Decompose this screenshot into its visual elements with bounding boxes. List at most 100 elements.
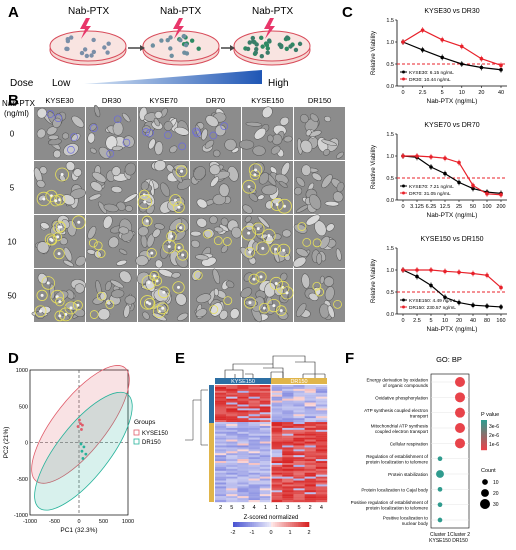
cell-shape (124, 162, 137, 176)
cell-shape (52, 117, 62, 128)
heatmap-cell (271, 443, 283, 446)
dr150-confidence-ellipse (34, 391, 133, 511)
cell-dot (183, 42, 189, 48)
dividing-cell-outline (67, 145, 75, 154)
cell-shape (88, 193, 102, 201)
microscopy-image (34, 215, 86, 268)
chart-title: GO: BP (436, 355, 462, 364)
heatmap-cell (304, 453, 316, 456)
cell-shape (110, 186, 123, 193)
heatmap-cell (271, 463, 283, 466)
cell-shape (324, 115, 332, 122)
heatmap-cell (226, 476, 238, 479)
cell-shape (301, 273, 310, 289)
cell-shape (316, 252, 323, 265)
go-term-label: Positive localization to (383, 515, 429, 520)
heatmap-cell (293, 408, 305, 411)
microscopy-image (190, 107, 241, 160)
heatmap-cell (226, 455, 238, 458)
cell-shape (323, 276, 335, 287)
cell-shape (209, 215, 218, 225)
heatmap-cell (248, 416, 260, 419)
heatmap-cell (315, 447, 328, 450)
heatmap-cell (304, 386, 316, 390)
x-tick-label: 25 (456, 204, 462, 210)
sample-point (76, 425, 80, 428)
go-term-label: protein localization to telomere (366, 505, 429, 510)
cell-dot (284, 46, 289, 52)
heatmap-cell (304, 439, 316, 442)
y-axis-label: PC2 (21%) (3, 427, 10, 459)
microscopy-image (34, 107, 85, 160)
heatmap-cell (304, 404, 316, 407)
heatmap-cell (215, 459, 227, 462)
cluster-label: DR150 (452, 538, 468, 544)
dead-cell-marker (267, 234, 271, 238)
cluster-label: Cluster 1 (430, 532, 450, 538)
legend-label: DR150 (142, 440, 161, 446)
heatmap-cell (271, 439, 283, 442)
cell-shape (154, 141, 164, 156)
dead-cell-marker (60, 173, 64, 177)
x-tick-label: 1000 (122, 519, 134, 525)
dividing-cell-outline (106, 149, 115, 158)
colorbar-segment (261, 522, 264, 527)
dead-cell-marker (39, 309, 43, 313)
viability-chart-kyse70: KYSE70 vs DR70 Relative Viability 0.0 0.5 1.… (371, 122, 507, 219)
heatmap-cell (248, 488, 260, 491)
data-point (443, 269, 447, 274)
heatmap-cell (271, 459, 283, 462)
heatmap-cell (259, 431, 272, 434)
panel-label-c: C (342, 4, 353, 21)
heatmap-cell (226, 396, 238, 399)
pvalue-colorbar-segment (481, 445, 487, 447)
cell-shape (224, 138, 237, 151)
microscopy-image (240, 269, 294, 323)
heatmap-cell (237, 398, 249, 401)
rounded-cell-outline (141, 275, 157, 290)
heatmap-cell (315, 474, 328, 477)
rounded-cell-outline (193, 270, 203, 280)
heatmap-cell (315, 386, 328, 390)
heatmap-cell (271, 412, 283, 415)
cell-shape (151, 312, 167, 322)
heatmap-cell (259, 466, 272, 470)
viability-chart-kyse150: KYSE150 vs DR150 Relative Viability 0.0 0.5… (371, 236, 507, 333)
heatmap-cell (282, 496, 294, 499)
heatmap-cell (315, 441, 328, 444)
heatmap-cell (248, 443, 260, 446)
heatmap-cell (282, 420, 294, 423)
cell-shape (135, 255, 149, 266)
heatmap-cell (237, 396, 249, 399)
colorbar-segment (240, 522, 243, 527)
heatmap-cell (271, 424, 283, 427)
heatmap-cell (315, 461, 328, 464)
heatmap-cell (304, 457, 316, 460)
heatmap-cell (304, 447, 316, 450)
x-tick-label: 40 (498, 90, 504, 96)
colorbar-segment (280, 522, 283, 527)
heatmap-cell (293, 478, 305, 481)
colorbar-segment (236, 522, 239, 527)
heatmap-cell (315, 427, 328, 431)
heatmap-cell (248, 478, 260, 481)
heatmap-cell (237, 476, 249, 479)
enrichment-dot (455, 438, 465, 449)
cell-dot (89, 53, 94, 58)
cell-shape (231, 226, 242, 239)
heatmap-cell (226, 390, 238, 393)
cell-dot (247, 40, 252, 45)
panel-label-f: F (345, 350, 355, 367)
heatmap-cell (237, 404, 249, 407)
cell-shape (212, 193, 227, 206)
dividing-cell-outline (178, 142, 186, 151)
cell-shape (193, 166, 206, 181)
legend-swatch (133, 438, 140, 445)
heatmap-cell (271, 455, 283, 458)
data-point (485, 304, 489, 308)
heatmap-cell (237, 400, 249, 403)
cell-shape (213, 288, 219, 297)
dead-cell-marker (40, 293, 44, 297)
heatmap-cell (293, 392, 305, 395)
rounded-cell-outline (175, 222, 186, 233)
